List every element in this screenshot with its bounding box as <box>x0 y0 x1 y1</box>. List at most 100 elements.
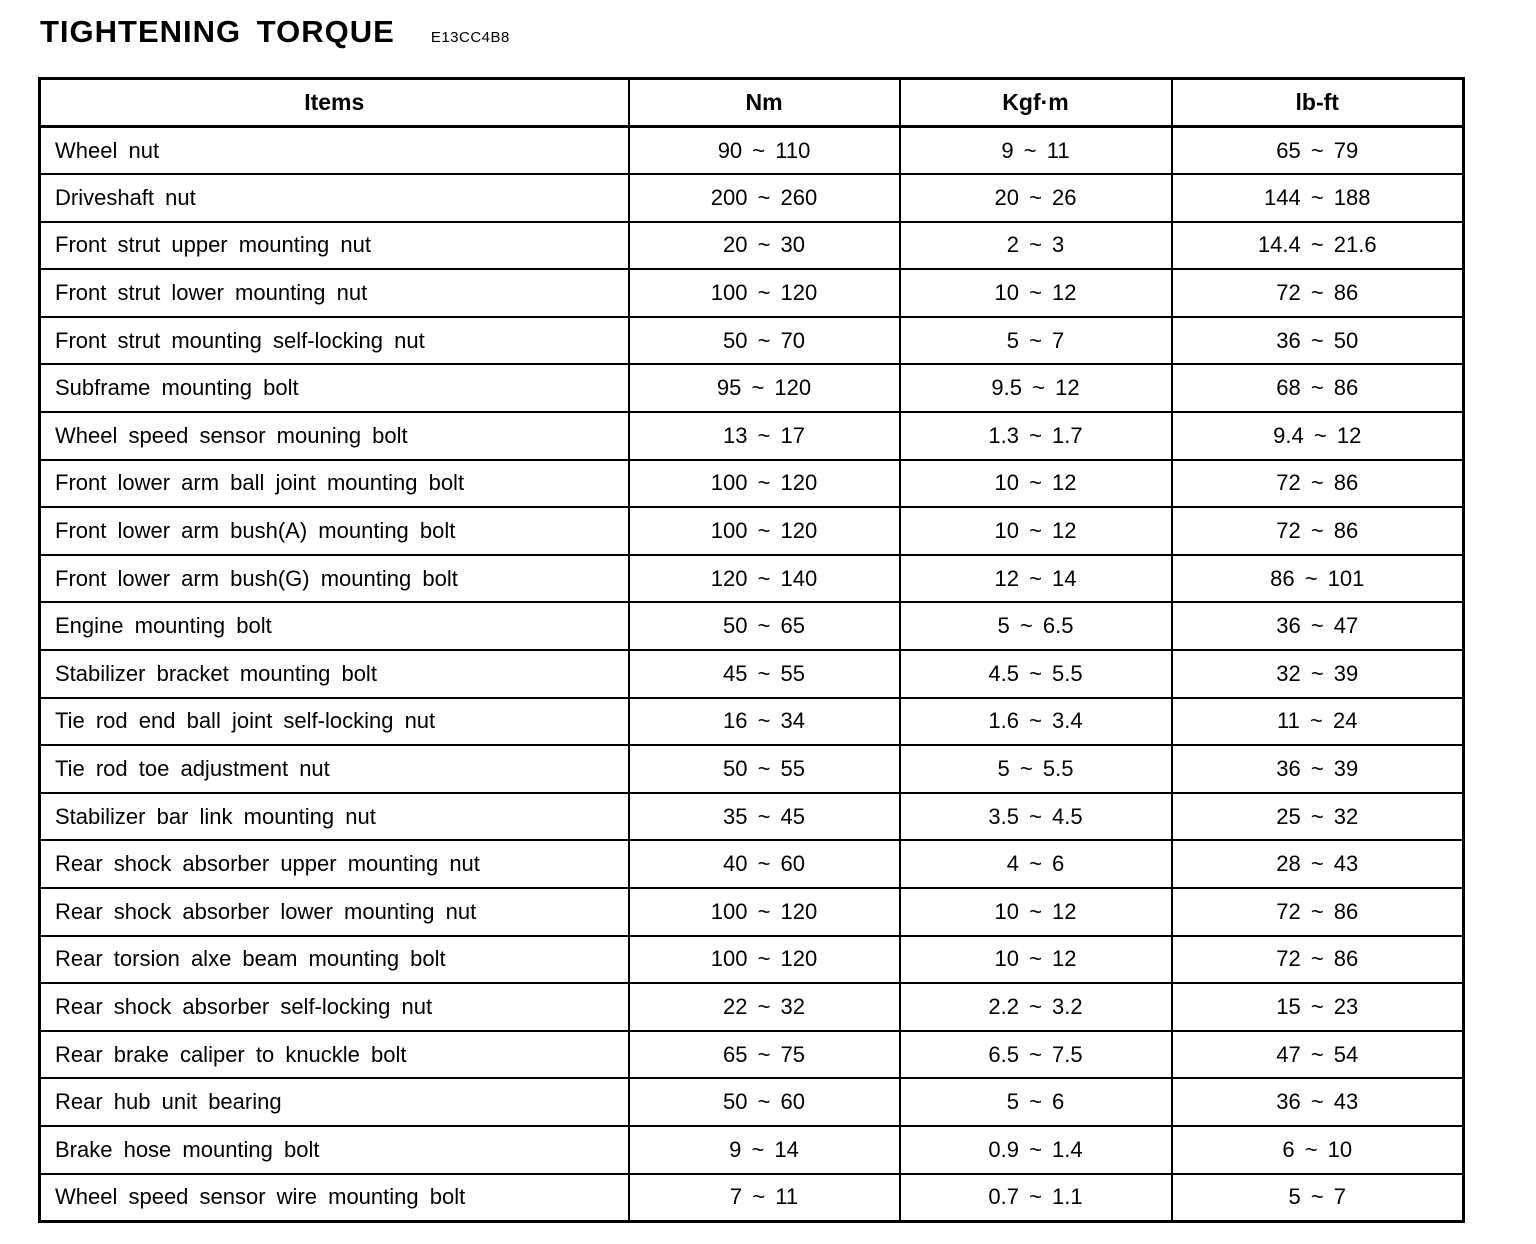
item-cell: Wheel nut <box>38 125 630 176</box>
lbft-cell: 28 ~ 43 <box>1170 839 1465 889</box>
kgfm-cell: 0.7 ~ 1.1 <box>898 1172 1173 1223</box>
item-cell: Rear shock absorber self-locking nut <box>38 982 630 1032</box>
table-row: Rear shock absorber lower mounting nut 10… <box>38 887 1465 937</box>
kgfm-cell: 10 ~ 12 <box>898 506 1173 556</box>
lbft-cell: 68 ~ 86 <box>1170 363 1465 414</box>
document-code: E13CC4B8 <box>430 29 510 46</box>
lbft-cell: 6 ~ 10 <box>1170 1124 1465 1175</box>
lbft-cell: 36 ~ 43 <box>1170 1077 1465 1127</box>
lbft-cell: 72 ~ 86 <box>1170 506 1465 556</box>
nm-cell: 100 ~ 120 <box>627 458 901 509</box>
header-row: Items Nm Kgf·m lb-ft <box>38 77 1465 128</box>
lbft-cell: 65 ~ 79 <box>1170 125 1465 176</box>
lbft-cell: 32 ~ 39 <box>1170 649 1465 699</box>
item-cell: Stabilizer bar link mounting nut <box>38 791 630 842</box>
lbft-cell: 36 ~ 47 <box>1170 601 1465 652</box>
item-cell: Front strut mounting self-locking nut <box>38 315 630 366</box>
lbft-cell: 5 ~ 7 <box>1170 1172 1465 1223</box>
item-cell: Rear brake caliper to knuckle bolt <box>38 1029 630 1080</box>
kgfm-cell: 4.5 ~ 5.5 <box>898 649 1173 699</box>
lbft-cell: 86 ~ 101 <box>1170 553 1465 604</box>
torque-table-body: Wheel nut 90 ~ 110 9 ~ 11 65 ~ 79 Driveshaft… <box>38 125 1465 1223</box>
lbft-cell: 25 ~ 32 <box>1170 791 1465 842</box>
table-row: Brake hose mounting bolt 9 ~ 14 0.9 ~ 1.4 6… <box>38 1124 1465 1175</box>
table-row: Front strut lower mounting nut 100 ~ 120 1… <box>38 268 1465 318</box>
nm-cell: 20 ~ 30 <box>627 220 901 271</box>
item-cell: Wheel speed sensor wire mounting bolt <box>38 1172 630 1223</box>
nm-cell: 45 ~ 55 <box>627 649 901 699</box>
kgfm-cell: 5 ~ 7 <box>898 315 1173 366</box>
kgfm-cell: 3.5 ~ 4.5 <box>898 791 1173 842</box>
nm-cell: 50 ~ 70 <box>627 315 901 366</box>
table-row: Front strut upper mounting nut 20 ~ 30 2 ~… <box>38 220 1465 271</box>
nm-cell: 9 ~ 14 <box>627 1124 901 1175</box>
item-cell: Stabilizer bracket mounting bolt <box>38 649 630 699</box>
kgfm-cell: 10 ~ 12 <box>898 887 1173 937</box>
item-cell: Tie rod end ball joint self-locking nut <box>38 696 630 747</box>
kgfm-cell: 2.2 ~ 3.2 <box>898 982 1173 1032</box>
lbft-cell: 9.4 ~ 12 <box>1170 411 1465 461</box>
page-title: TIGHTENING TORQUE <box>40 14 395 49</box>
item-cell: Driveshaft nut <box>38 173 630 223</box>
nm-cell: 22 ~ 32 <box>627 982 901 1032</box>
kgfm-cell: 0.9 ~ 1.4 <box>898 1124 1173 1175</box>
lbft-cell: 72 ~ 86 <box>1170 887 1465 937</box>
lbft-cell: 47 ~ 54 <box>1170 1029 1465 1080</box>
table-row: Rear shock absorber upper mounting nut 40… <box>38 839 1465 889</box>
kgfm-cell: 20 ~ 26 <box>898 173 1173 223</box>
table-row: Subframe mounting bolt 95 ~ 120 9.5 ~ 12 68… <box>38 363 1465 414</box>
item-cell: Brake hose mounting bolt <box>38 1124 630 1175</box>
item-cell: Front lower arm bush(A) mounting bolt <box>38 506 630 556</box>
nm-cell: 40 ~ 60 <box>627 839 901 889</box>
lbft-cell: 36 ~ 50 <box>1170 315 1465 366</box>
table-row: Wheel speed sensor mouning bolt 13 ~ 17 1.… <box>38 411 1465 461</box>
table-row: Rear shock absorber self-locking nut 22 ~… <box>38 982 1465 1032</box>
nm-cell: 13 ~ 17 <box>627 411 901 461</box>
table-row: Tie rod toe adjustment nut 50 ~ 55 5 ~ 5.5… <box>38 744 1465 794</box>
item-cell: Front lower arm ball joint mounting bolt <box>38 458 630 509</box>
torque-table: Items Nm Kgf·m lb-ft Wheel nut 90 ~ 110 9 … <box>38 77 1465 1223</box>
table-row: Stabilizer bar link mounting nut 35 ~ 45 3… <box>38 791 1465 842</box>
nm-cell: 120 ~ 140 <box>627 553 901 604</box>
table-row: Wheel nut 90 ~ 110 9 ~ 11 65 ~ 79 <box>38 125 1465 176</box>
nm-cell: 65 ~ 75 <box>627 1029 901 1080</box>
kgfm-cell: 5 ~ 5.5 <box>898 744 1173 794</box>
item-cell: Rear hub unit bearing <box>38 1077 630 1127</box>
item-cell: Front strut lower mounting nut <box>38 268 630 318</box>
table-row: Front lower arm bush(G) mounting bolt 120… <box>38 553 1465 604</box>
item-cell: Rear shock absorber lower mounting nut <box>38 887 630 937</box>
kgfm-cell: 10 ~ 12 <box>898 934 1173 985</box>
item-cell: Front lower arm bush(G) mounting bolt <box>38 553 630 604</box>
item-cell: Rear torsion alxe beam mounting bolt <box>38 934 630 985</box>
col-header-items: Items <box>38 77 630 128</box>
kgfm-cell: 6.5 ~ 7.5 <box>898 1029 1173 1080</box>
table-row: Driveshaft nut 200 ~ 260 20 ~ 26 144 ~ 188 <box>38 173 1465 223</box>
nm-cell: 100 ~ 120 <box>627 268 901 318</box>
kgfm-cell: 1.3 ~ 1.7 <box>898 411 1173 461</box>
table-row: Stabilizer bracket mounting bolt 45 ~ 55 4… <box>38 649 1465 699</box>
lbft-cell: 15 ~ 23 <box>1170 982 1465 1032</box>
nm-cell: 90 ~ 110 <box>627 125 901 176</box>
nm-cell: 50 ~ 60 <box>627 1077 901 1127</box>
nm-cell: 100 ~ 120 <box>627 887 901 937</box>
lbft-cell: 11 ~ 24 <box>1170 696 1465 747</box>
table-row: Tie rod end ball joint self-locking nut 1… <box>38 696 1465 747</box>
col-header-kgfm: Kgf·m <box>898 77 1173 128</box>
nm-cell: 7 ~ 11 <box>627 1172 901 1223</box>
nm-cell: 200 ~ 260 <box>627 173 901 223</box>
table-row: Front lower arm ball joint mounting bolt… <box>38 458 1465 509</box>
item-cell: Subframe mounting bolt <box>38 363 630 414</box>
item-cell: Tie rod toe adjustment nut <box>38 744 630 794</box>
lbft-cell: 144 ~ 188 <box>1170 173 1465 223</box>
kgfm-cell: 5 ~ 6 <box>898 1077 1173 1127</box>
title-row: TIGHTENING TORQUE E13CC4B8 <box>40 14 510 50</box>
torque-table-header: Items Nm Kgf·m lb-ft <box>38 77 1465 128</box>
kgfm-cell: 5 ~ 6.5 <box>898 601 1173 652</box>
kgfm-cell: 10 ~ 12 <box>898 268 1173 318</box>
table-row: Rear torsion alxe beam mounting bolt 100 … <box>38 934 1465 985</box>
kgfm-cell: 9.5 ~ 12 <box>898 363 1173 414</box>
table-row: Front lower arm bush(A) mounting bolt 100… <box>38 506 1465 556</box>
item-cell: Wheel speed sensor mouning bolt <box>38 411 630 461</box>
item-cell: Front strut upper mounting nut <box>38 220 630 271</box>
